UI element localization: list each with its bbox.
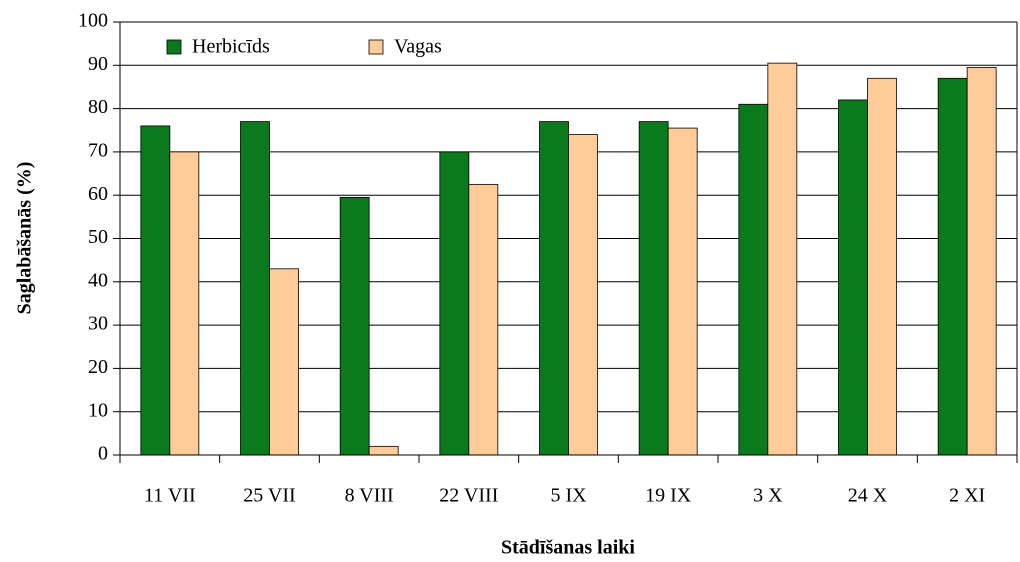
x-axis-label: Stādīšanas laiki: [501, 537, 635, 559]
y-tick-label: 80: [88, 96, 108, 118]
legend-label: Vagas: [394, 36, 442, 58]
bar: [966, 67, 997, 456]
bar: [638, 121, 669, 456]
bar: [539, 121, 569, 456]
bar: [667, 127, 698, 456]
y-tick-label: 60: [88, 183, 108, 205]
x-tick-label: 11 VII: [144, 485, 196, 507]
bar: [368, 445, 399, 456]
bar: [937, 77, 968, 456]
y-tick-label: 70: [88, 139, 108, 161]
bar: [169, 151, 200, 456]
x-tick-label: 19 IX: [645, 485, 692, 507]
y-tick-label: 20: [88, 356, 108, 378]
x-tick-label: 5 IX: [550, 485, 587, 507]
x-tick-label: 24 X: [848, 485, 888, 507]
bar: [240, 121, 270, 456]
bar: [867, 77, 897, 456]
x-tick-label: 8 VIII: [345, 485, 394, 507]
bar: [738, 103, 769, 456]
bar: [838, 99, 868, 456]
bar: [339, 196, 370, 456]
bar: [568, 134, 598, 456]
y-tick-label: 30: [88, 313, 108, 335]
bar: [439, 151, 470, 456]
bar: [767, 62, 798, 456]
y-tick-label: 10: [88, 399, 108, 421]
y-tick-label: 90: [88, 53, 108, 75]
legend-label: Herbicīds: [192, 36, 270, 58]
y-tick-label: 100: [78, 10, 108, 32]
bar: [269, 268, 299, 456]
bar: [468, 183, 499, 456]
y-tick-label: 40: [88, 269, 108, 291]
x-tick-label: 3 X: [753, 485, 783, 507]
y-axis-label: Saglabāšanās (%): [14, 162, 36, 315]
x-tick-label: 22 VIII: [439, 485, 498, 507]
legend-swatch: [368, 39, 384, 55]
x-tick-label: 25 VII: [243, 485, 295, 507]
x-tick-label: 2 XI: [949, 485, 985, 507]
bar: [140, 125, 171, 456]
y-tick-label: 0: [98, 443, 108, 465]
y-tick-label: 50: [88, 226, 108, 248]
legend-swatch: [166, 39, 182, 55]
